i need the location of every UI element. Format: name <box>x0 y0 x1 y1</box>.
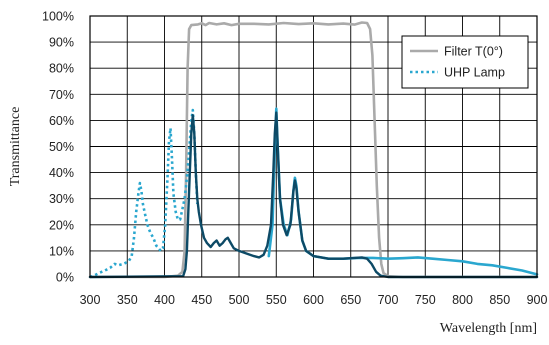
legend-label: UHP Lamp <box>444 66 505 80</box>
x-tick-label: 900 <box>527 293 548 307</box>
x-tick-label: 650 <box>340 293 361 307</box>
legend: Filter T(0°) UHP Lamp <box>401 35 529 89</box>
series-line-3 <box>88 111 539 279</box>
y-tick-labels: 0% 10% 20% 30% 40% 50% 60% 70% 80% 90% 100% <box>42 10 74 285</box>
series-line-0 <box>88 21 539 279</box>
x-tick-label: 400 <box>154 293 175 307</box>
y-tick-label: 50% <box>49 140 74 154</box>
x-tick-label: 750 <box>415 293 436 307</box>
y-tick-label: 0% <box>56 271 74 285</box>
x-tick-label: 600 <box>303 293 324 307</box>
x-axis-title: Wavelength [nm] <box>440 321 537 336</box>
y-tick-label: 10% <box>49 244 74 258</box>
x-tick-label: 700 <box>378 293 399 307</box>
y-tick-label: 60% <box>49 114 74 128</box>
x-tick-label: 800 <box>452 293 473 307</box>
x-tick-label: 450 <box>191 293 212 307</box>
x-tick-label: 300 <box>80 293 101 307</box>
x-tick-label: 550 <box>266 293 287 307</box>
y-tick-label: 80% <box>49 62 74 76</box>
series-line-2 <box>267 107 539 276</box>
y-tick-label: 20% <box>49 218 74 232</box>
legend-box <box>401 35 529 89</box>
y-tick-label: 100% <box>42 10 74 24</box>
plot-frame <box>89 15 538 278</box>
x-tick-label: 500 <box>229 293 250 307</box>
y-tick-label: 70% <box>49 88 74 102</box>
series-line-1 <box>89 108 199 279</box>
x-tick-labels: 300 350 400 450 500 550 600 650 700 750 800 850 900 <box>80 293 548 307</box>
x-tick-label: 850 <box>489 293 510 307</box>
y-axis-title: Transmittance <box>8 107 23 187</box>
y-tick-label: 90% <box>49 36 74 50</box>
x-tick-label: 350 <box>117 293 138 307</box>
legend-label: Filter T(0°) <box>444 45 503 59</box>
data-series <box>88 21 539 279</box>
y-tick-label: 40% <box>49 166 74 180</box>
y-tick-label: 30% <box>49 192 74 206</box>
